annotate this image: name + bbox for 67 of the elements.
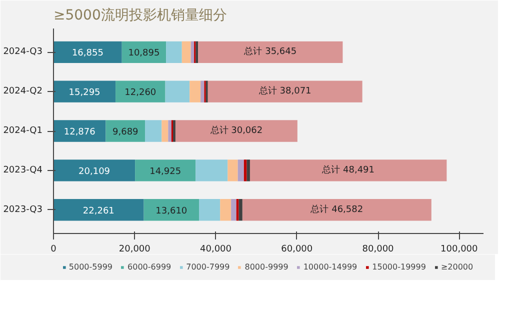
bar: [175, 120, 298, 142]
bar: [54, 41, 122, 63]
legend-label: ≥20000: [440, 262, 474, 272]
bar: [238, 160, 244, 182]
bar: [168, 120, 172, 142]
bar: [145, 120, 162, 142]
x-tick-label: 100,000: [440, 244, 478, 254]
bar: [106, 120, 146, 142]
data-label: 总计 30,062: [209, 125, 263, 136]
chart-title: ≥5000流明投影机销量细分: [54, 8, 227, 24]
x-tick-label: 40,000: [200, 244, 232, 254]
bar: [54, 199, 144, 221]
bar: [198, 41, 343, 63]
bar: [196, 41, 198, 63]
y-tick-label: 2023-Q4: [3, 165, 43, 176]
bar: [236, 199, 239, 221]
y-tick-label: 2024-Q1: [3, 126, 43, 136]
y-tick-label: 2023-Q3: [3, 204, 43, 215]
data-label: 12,876: [64, 128, 96, 138]
bar: [200, 80, 204, 102]
bar: [190, 80, 201, 102]
data-label: 22,261: [82, 206, 114, 216]
data-label: 总计 46,582: [310, 204, 364, 215]
bar: [228, 160, 238, 182]
bar: [54, 80, 116, 102]
data-label: 14,925: [150, 166, 182, 177]
bar: [238, 199, 242, 221]
x-tick-label: 60,000: [281, 244, 313, 254]
legend-label: 8000-9999: [244, 262, 288, 272]
x-tick-label: 0: [50, 244, 57, 254]
bar: [54, 120, 106, 142]
data-label: 20,109: [78, 166, 110, 177]
bar: [182, 41, 191, 63]
data-label: 总计 38,071: [258, 86, 312, 97]
legend-label: 6000-6999: [128, 262, 172, 272]
data-label: 16,855: [72, 48, 104, 59]
bar: [250, 160, 447, 182]
data-label: 12,260: [124, 88, 156, 98]
bar: [165, 80, 190, 102]
data-label: 13,610: [156, 206, 188, 216]
bar: [208, 80, 362, 102]
bar: [116, 80, 166, 102]
data-label: 10,895: [128, 48, 160, 59]
bar: [199, 199, 220, 221]
data-label: 15,295: [68, 88, 100, 98]
bar: [54, 160, 136, 182]
bar: [196, 160, 228, 182]
legend-label: 10000-14999: [303, 262, 358, 272]
y-tick-label: 2024-Q2: [3, 86, 43, 97]
bar: [135, 160, 196, 182]
bar: [190, 41, 194, 63]
x-tick-label: 20,000: [118, 244, 151, 254]
bar: [220, 199, 232, 221]
bar: [231, 199, 236, 221]
bar: [166, 41, 182, 63]
data-label: 总计 35,645: [243, 46, 297, 58]
bar: [162, 120, 168, 142]
bar: [144, 199, 200, 221]
legend-label: 5000-5999: [68, 262, 113, 272]
legend-label: 15000-19999: [372, 262, 426, 272]
bar: [242, 199, 432, 221]
bar: [246, 160, 250, 182]
data-label: 总计 48,491: [321, 164, 375, 176]
y-tick-label: 2024-Q3: [3, 47, 43, 58]
legend-label: 7000-7999: [186, 262, 230, 272]
x-tick-label: 80,000: [362, 244, 394, 254]
data-label: 9,689: [112, 128, 139, 138]
